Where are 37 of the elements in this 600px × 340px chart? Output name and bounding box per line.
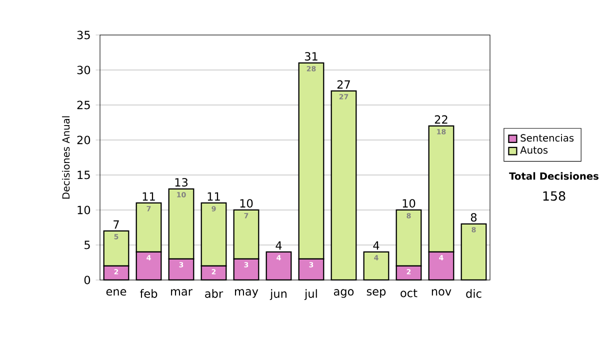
y-tick-label: 15	[78, 170, 90, 180]
y-axis-title: Decisiones Anual	[62, 116, 70, 199]
total-label: 13	[175, 178, 188, 187]
x-tick-label: dic	[466, 289, 482, 298]
y-tick-label: 10	[78, 206, 90, 214]
y-tick-label: 25	[77, 100, 90, 110]
text: 158	[543, 191, 566, 201]
total-label: 22	[434, 115, 448, 124]
x-tick-label: ago	[334, 289, 354, 298]
total-label: 11	[208, 192, 220, 201]
total-label: 10	[240, 199, 253, 208]
x-tick-label: abr	[205, 289, 224, 298]
x-tick-label: jun	[270, 289, 286, 300]
y-tick-label: 5	[84, 240, 90, 250]
y-tick-label: 35	[77, 30, 90, 40]
x-tick-label: oct	[400, 289, 418, 298]
total-label: 31	[304, 52, 318, 61]
x-tick-label: sep	[366, 289, 386, 298]
total-label: 4	[373, 241, 380, 250]
x-tick-label: feb	[140, 289, 158, 298]
x-tick-label: mar	[171, 289, 192, 296]
legend-label: Autos	[520, 146, 548, 154]
total-label: 8	[470, 213, 477, 222]
y-tick-label: 30	[77, 66, 90, 74]
text: Total Decisiones	[509, 172, 598, 180]
x-tick-label: jul	[304, 289, 317, 300]
total-label: 27	[337, 80, 350, 89]
legend-label: Sentencias	[520, 134, 574, 142]
x-tick-label: ene	[106, 289, 126, 296]
y-tick-label: 20	[77, 136, 90, 144]
total-label: 4	[276, 241, 282, 250]
x-tick-label: may	[235, 289, 258, 298]
total-label: 10	[402, 199, 416, 208]
y-tick-label: 0	[84, 276, 90, 284]
total-label: 11	[142, 192, 155, 201]
total-label: 7	[114, 220, 119, 229]
x-tick-label: nov	[432, 289, 452, 296]
